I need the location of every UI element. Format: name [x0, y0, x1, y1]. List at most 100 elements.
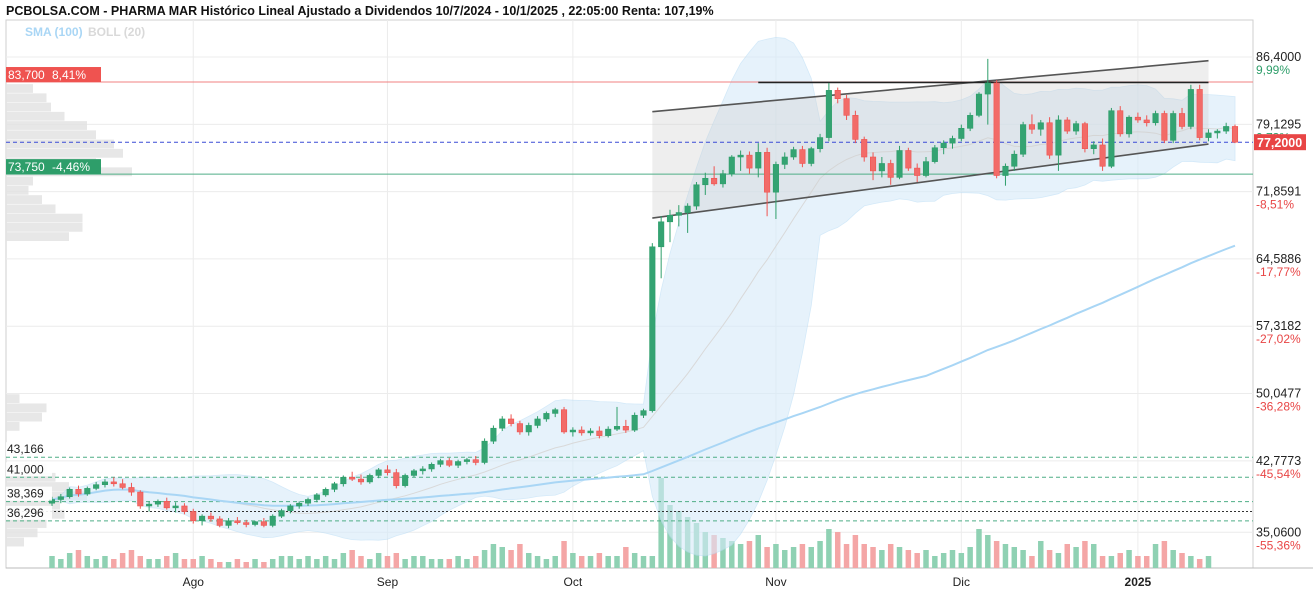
- volume-bar: [596, 553, 603, 568]
- candle-body: [640, 410, 647, 416]
- candle-body: [764, 152, 771, 193]
- candle-body: [596, 430, 603, 436]
- volume-bar: [464, 559, 470, 568]
- volume-bar: [428, 559, 435, 568]
- candle-body: [1090, 144, 1097, 149]
- price-tick-pct: -55,36%: [1256, 538, 1301, 552]
- volume-bar: [473, 556, 479, 568]
- candle-body: [728, 156, 735, 174]
- volume-profile-bar: [6, 500, 60, 510]
- candle-body: [234, 520, 241, 523]
- volume-bar: [1038, 541, 1044, 568]
- volume-bar: [1170, 550, 1176, 568]
- volume-bar: [155, 559, 161, 568]
- candle-body: [958, 128, 965, 139]
- volume-profile-bar: [6, 222, 83, 232]
- volume-bar: [322, 556, 329, 568]
- volume-bar: [499, 547, 505, 568]
- volume-bar: [852, 535, 859, 568]
- volume-bar: [1073, 547, 1079, 568]
- candle-body: [1205, 132, 1212, 138]
- candle-body: [896, 150, 903, 178]
- volume-bar: [826, 529, 832, 568]
- candle-body: [808, 148, 815, 164]
- volume-bar: [755, 535, 762, 568]
- level-label: 41,000: [7, 462, 44, 476]
- volume-bar: [296, 559, 302, 568]
- candle-body: [304, 499, 312, 504]
- candle-body: [128, 487, 135, 493]
- candle-body: [499, 418, 506, 429]
- current-price-label: 77,2000: [1257, 136, 1302, 150]
- indicator-sma-label: SMA (100): [25, 25, 83, 39]
- candle-body: [1028, 124, 1035, 130]
- volume-bar: [490, 544, 497, 568]
- volume-bar: [932, 556, 938, 568]
- volume-bar: [1179, 553, 1185, 568]
- candle-body: [1055, 119, 1062, 156]
- candle-body: [84, 488, 91, 495]
- candle-body: [260, 521, 267, 526]
- candle-body: [269, 515, 276, 526]
- candle-body: [393, 472, 400, 486]
- level-label: 38,369: [7, 487, 44, 501]
- candle-body: [1020, 124, 1027, 155]
- volume-bar: [181, 559, 188, 568]
- volume-bar: [199, 556, 205, 568]
- volume-bar: [773, 544, 779, 568]
- volume-bar: [720, 538, 726, 568]
- level-label-box: [6, 159, 101, 175]
- candle-body: [852, 115, 859, 140]
- candle-body: [287, 505, 294, 511]
- volume-bar: [870, 547, 876, 568]
- candle-body: [57, 496, 64, 500]
- candle-body: [1223, 126, 1230, 132]
- candle-body: [1108, 110, 1115, 167]
- volume-bar: [561, 541, 567, 568]
- time-axis-label: Oct: [564, 575, 583, 589]
- candle-body: [1081, 123, 1088, 149]
- candle-body: [525, 425, 532, 433]
- volume-bar: [278, 556, 285, 568]
- volume-bar: [437, 559, 444, 568]
- volume-bar: [84, 556, 91, 568]
- volume-profile-bar: [6, 232, 69, 242]
- level-pct: 8,41%: [52, 68, 86, 82]
- candle-body: [534, 418, 541, 426]
- sma-100-line: [51, 244, 1236, 507]
- volume-bar: [737, 544, 744, 568]
- level-label-box: [6, 505, 52, 520]
- volume-bar: [420, 556, 426, 568]
- candle-body: [746, 154, 753, 169]
- volume-bar: [790, 547, 797, 568]
- volume-bar: [305, 556, 311, 568]
- volume-bar: [570, 553, 576, 568]
- volume-bar: [1188, 556, 1194, 568]
- price-tick-label: 50,0477: [1256, 387, 1301, 401]
- candle-body: [843, 98, 850, 116]
- trendline: [652, 59, 1209, 113]
- candle-body: [384, 469, 391, 473]
- candle-body: [693, 184, 700, 207]
- volume-bar: [631, 553, 638, 568]
- time-axis-label: Ago: [183, 575, 205, 589]
- volume-profile-bar: [6, 102, 51, 112]
- volume-bar: [1135, 556, 1141, 568]
- level-label: 83,700: [8, 68, 45, 82]
- price-tick-label: 86,4000: [1256, 50, 1301, 64]
- candle-body: [914, 167, 921, 176]
- channel-fill: [652, 60, 1209, 219]
- price-tick-label: 57,3182: [1256, 319, 1301, 333]
- volume-profile-bar: [6, 537, 24, 547]
- volume-bar: [958, 553, 965, 568]
- candle-body: [101, 481, 109, 485]
- volume-bar: [446, 559, 453, 568]
- candle-body: [428, 464, 435, 470]
- candle-body: [1073, 123, 1080, 132]
- candle-body: [887, 163, 894, 178]
- volume-bar: [393, 553, 400, 568]
- volume-profile-bar: [6, 185, 29, 195]
- volume-bar: [1020, 550, 1026, 568]
- volume-bar: [508, 550, 514, 568]
- volume-bar: [808, 547, 814, 568]
